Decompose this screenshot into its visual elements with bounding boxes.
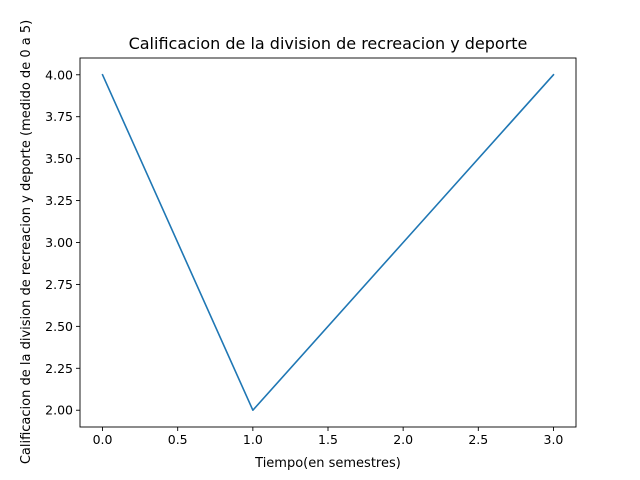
y-tick-label: 3.75 — [45, 109, 73, 124]
plot-area: 0.0 0.5 1.0 1.5 2.0 2.5 3.0 2.00 2.25 2.50 2.75 3.0… — [45, 57, 577, 447]
x-tick-label: 0.0 — [93, 432, 113, 447]
x-tick-label: 1.5 — [318, 432, 338, 447]
x-tick-label: 2.5 — [468, 432, 488, 447]
chart-title: Calificacion de la division de recreacio… — [129, 34, 528, 53]
x-tick-label: 2.0 — [393, 432, 413, 447]
y-tick-label: 2.50 — [45, 319, 73, 334]
y-axis-label: Calificacion de la division de recreacio… — [19, 20, 34, 464]
y-tick-label: 3.00 — [45, 235, 73, 250]
axes-frame — [79, 57, 577, 428]
y-tick-label: 3.50 — [45, 151, 73, 166]
y-tick-label: 2.75 — [45, 277, 73, 292]
x-tick-label: 3.0 — [544, 432, 564, 447]
x-tick-label: 1.0 — [243, 432, 263, 447]
y-tick-label: 3.25 — [45, 193, 73, 208]
y-tick-label: 2.25 — [45, 361, 73, 376]
x-tick-label: 0.5 — [168, 432, 188, 447]
y-tick-label: 2.00 — [45, 403, 73, 418]
x-axis-label: Tiempo(en semestres) — [254, 456, 401, 471]
series-line-0 — [101, 73, 555, 412]
y-tick-label: 4.00 — [45, 67, 73, 82]
